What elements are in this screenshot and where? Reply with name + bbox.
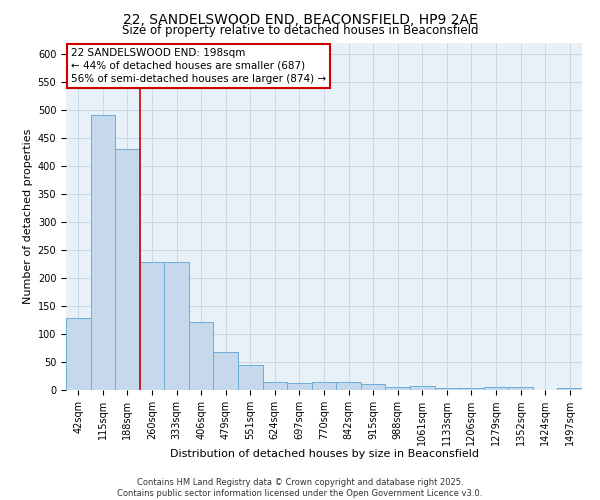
Bar bbox=[484, 387, 508, 390]
X-axis label: Distribution of detached houses by size in Beaconsfield: Distribution of detached houses by size … bbox=[170, 450, 479, 460]
Bar bbox=[164, 262, 189, 390]
Bar bbox=[238, 366, 263, 390]
Bar bbox=[263, 382, 287, 390]
Bar bbox=[410, 386, 434, 390]
Bar bbox=[361, 384, 385, 390]
Bar bbox=[557, 388, 582, 390]
Text: Contains HM Land Registry data © Crown copyright and database right 2025.
Contai: Contains HM Land Registry data © Crown c… bbox=[118, 478, 482, 498]
Text: 22 SANDELSWOOD END: 198sqm
← 44% of detached houses are smaller (687)
56% of sem: 22 SANDELSWOOD END: 198sqm ← 44% of deta… bbox=[71, 48, 326, 84]
Bar bbox=[434, 388, 459, 390]
Bar bbox=[508, 387, 533, 390]
Bar bbox=[336, 382, 361, 390]
Bar bbox=[189, 322, 214, 390]
Bar bbox=[385, 386, 410, 390]
Bar bbox=[287, 384, 312, 390]
Bar bbox=[459, 388, 484, 390]
Text: 22, SANDELSWOOD END, BEACONSFIELD, HP9 2AE: 22, SANDELSWOOD END, BEACONSFIELD, HP9 2… bbox=[122, 12, 478, 26]
Bar bbox=[91, 116, 115, 390]
Bar bbox=[140, 262, 164, 390]
Bar bbox=[214, 352, 238, 390]
Bar bbox=[66, 318, 91, 390]
Bar bbox=[115, 149, 140, 390]
Text: Size of property relative to detached houses in Beaconsfield: Size of property relative to detached ho… bbox=[122, 24, 478, 37]
Y-axis label: Number of detached properties: Number of detached properties bbox=[23, 128, 34, 304]
Bar bbox=[312, 382, 336, 390]
